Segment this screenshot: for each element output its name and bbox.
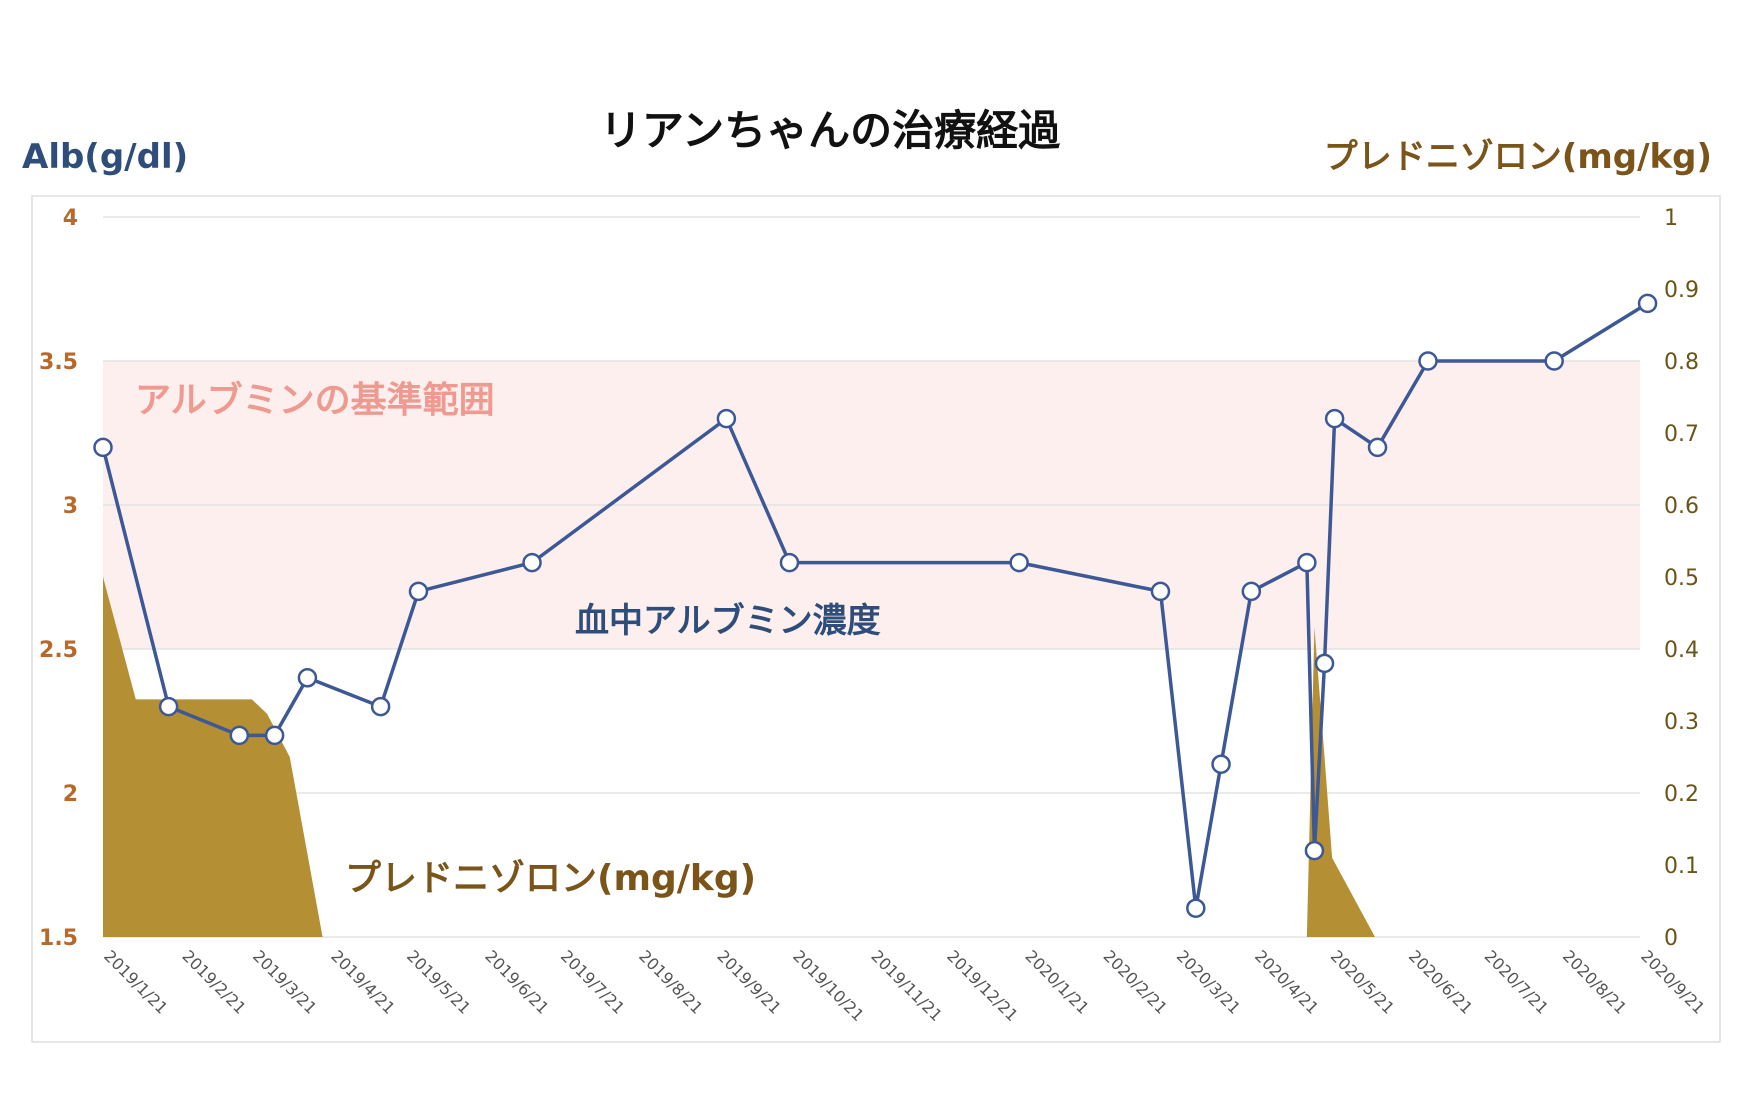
albumin-point xyxy=(716,408,737,429)
y-right-tick-label: 0.9 xyxy=(1664,278,1699,303)
y-right-tick-label: 0.6 xyxy=(1664,494,1699,519)
albumin-point xyxy=(158,696,179,717)
albumin-point xyxy=(1211,754,1231,774)
albumin-point xyxy=(1324,408,1345,429)
albumin-point xyxy=(1314,653,1335,674)
y-right-tick-label: 0.4 xyxy=(1664,638,1699,663)
y-right-tick-label: 0.2 xyxy=(1664,782,1699,807)
albumin-point xyxy=(1304,840,1325,861)
y-right-tick-label: 0.7 xyxy=(1664,422,1699,447)
albumin-point xyxy=(1418,351,1438,371)
albumin-point xyxy=(1367,437,1388,458)
y-right-tick-label: 0 xyxy=(1664,926,1678,951)
chart-title: リアンちゃんの治療経過 xyxy=(600,106,1061,155)
y-right-axis-title: プレドニゾロン(mg/kg) xyxy=(1324,137,1712,177)
y-left-ticks: 4 3.5 3 2.5 2 1.5 xyxy=(39,206,78,951)
y-right-tick-label: 0.3 xyxy=(1664,710,1699,735)
albumin-point xyxy=(264,725,285,746)
albumin-point xyxy=(1009,552,1029,573)
y-right-tick-label: 0.8 xyxy=(1664,350,1699,375)
albumin-point xyxy=(297,668,318,688)
albumin-point xyxy=(1150,581,1171,602)
albumin-point xyxy=(779,552,800,573)
albumin-point xyxy=(1241,581,1262,602)
y-left-tick-label: 1.5 xyxy=(39,926,78,951)
y-right-ticks: 1 0.9 0.8 0.7 0.6 0.5 0.4 0.3 0.2 0.1 0 xyxy=(1664,206,1699,951)
albumin-point xyxy=(1297,552,1317,573)
albumin-point xyxy=(522,552,542,573)
albumin-point xyxy=(229,725,250,746)
y-right-tick-label: 0.1 xyxy=(1664,854,1699,879)
albumin-point xyxy=(1186,898,1206,918)
albumin-point xyxy=(370,696,391,717)
prednisolone-area xyxy=(103,577,1375,937)
y-right-tick-label: 0.5 xyxy=(1664,566,1699,591)
y-left-tick-label: 3.5 xyxy=(39,350,78,375)
albumin-point xyxy=(408,581,429,602)
prednisolone-series-label: プレドニゾロン(mg/kg) xyxy=(345,858,756,899)
y-left-tick-label: 2 xyxy=(63,782,78,807)
y-right-tick-label: 1 xyxy=(1664,206,1678,231)
albumin-point xyxy=(1544,351,1564,371)
albumin-point xyxy=(93,437,113,458)
y-left-axis-title: Alb(g/dl) xyxy=(22,137,188,177)
gridlines xyxy=(103,216,1640,938)
albumin-point xyxy=(1637,293,1658,314)
y-left-tick-label: 4 xyxy=(63,206,78,231)
albumin-points-layer xyxy=(93,293,1658,918)
prednisolone-area-layer xyxy=(103,577,1375,937)
y-left-tick-label: 3 xyxy=(63,494,78,519)
albumin-series-label: 血中アルブミン濃度 xyxy=(575,601,881,641)
reference-band-label: アルブミンの基準範囲 xyxy=(135,379,495,421)
y-left-tick-label: 2.5 xyxy=(39,638,78,663)
